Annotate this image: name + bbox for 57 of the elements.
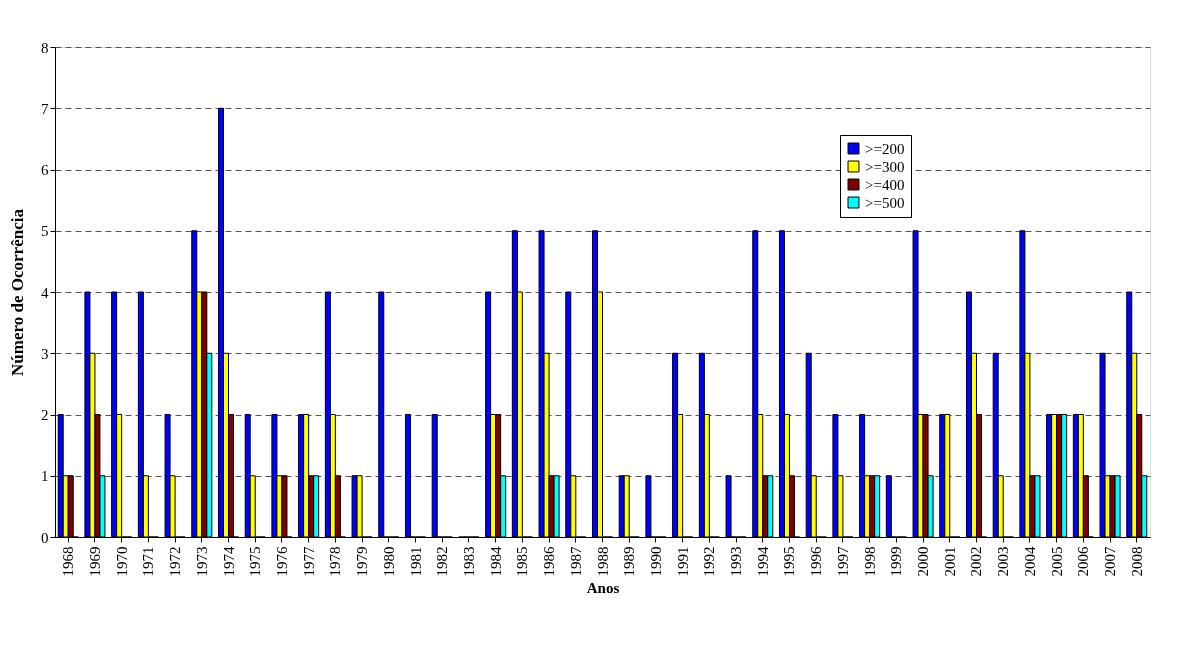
x-tick-label: 1991 <box>674 546 691 577</box>
y-tick-label: 0 <box>41 529 49 546</box>
x-tick-label: 1982 <box>434 546 451 577</box>
bar <box>623 475 630 538</box>
x-tick-label: 1968 <box>60 546 77 577</box>
x-tick-label: 2005 <box>1048 546 1065 577</box>
x-tick-label: 1998 <box>861 546 878 577</box>
x-tick-label: 1977 <box>300 546 317 577</box>
x-tick-label: 1973 <box>193 546 210 577</box>
y-tick-label: 1 <box>41 468 49 485</box>
y-tick-label: 4 <box>41 284 49 301</box>
x-tick-label: 1986 <box>541 546 558 577</box>
x-tick-label: 1978 <box>327 546 344 577</box>
x-tick-label: 1972 <box>167 546 184 577</box>
y-tick-label: 3 <box>41 345 49 362</box>
x-tick-label: 1980 <box>380 546 397 577</box>
x-tick-label: 2003 <box>995 546 1012 577</box>
x-tick-label: 1989 <box>621 546 638 577</box>
x-tick-label: 2001 <box>941 546 958 577</box>
x-tick-label: 1987 <box>567 546 584 577</box>
x-tick-label: 1979 <box>354 546 371 577</box>
x-tick-label: 1981 <box>407 546 424 577</box>
x-tick-label: 1996 <box>808 546 825 577</box>
y-axis-title: Número de Ocorrência <box>8 208 27 376</box>
y-tick-label: 7 <box>41 100 49 117</box>
y-tick-label: 6 <box>41 162 49 178</box>
x-tick-label: 1992 <box>701 546 718 577</box>
legend-label: >=300 <box>865 158 905 175</box>
x-tick-label: 1974 <box>220 546 237 577</box>
x-tick-label: 1994 <box>754 546 771 577</box>
x-tick-label: 2000 <box>915 546 932 577</box>
y-tick-label: 5 <box>41 223 49 240</box>
x-tick-label: 1999 <box>888 546 905 577</box>
legend-label: >=500 <box>865 194 905 211</box>
x-tick-label: 1975 <box>247 546 264 577</box>
x-tick-label: 1985 <box>514 546 531 577</box>
x-tick-label: 2008 <box>1128 546 1145 577</box>
x-tick-label: 1976 <box>273 546 290 577</box>
legend-label: >=200 <box>865 140 905 157</box>
x-tick-label: 1988 <box>594 546 611 577</box>
x-tick-label: 1984 <box>487 546 504 577</box>
y-tick-label: 8 <box>41 39 49 56</box>
x-tick-label: 1983 <box>460 546 477 577</box>
x-tick-label: 1970 <box>113 546 130 577</box>
x-tick-label: 1971 <box>140 546 157 577</box>
x-tick-label: 1995 <box>781 546 798 577</box>
x-tick-label: 2002 <box>968 546 985 577</box>
x-tick-label: 1969 <box>86 546 103 577</box>
x-axis-title: Anos <box>586 579 620 596</box>
y-tick-label: 2 <box>41 407 49 423</box>
x-tick-label: 1993 <box>728 546 745 577</box>
legend-label: >=400 <box>865 176 905 193</box>
x-tick-label: 2007 <box>1102 546 1119 577</box>
x-tick-label: 2004 <box>1021 546 1038 577</box>
x-tick-label: 2006 <box>1075 546 1092 577</box>
x-tick-label: 1990 <box>647 546 664 577</box>
x-tick-label: 1997 <box>834 546 851 577</box>
